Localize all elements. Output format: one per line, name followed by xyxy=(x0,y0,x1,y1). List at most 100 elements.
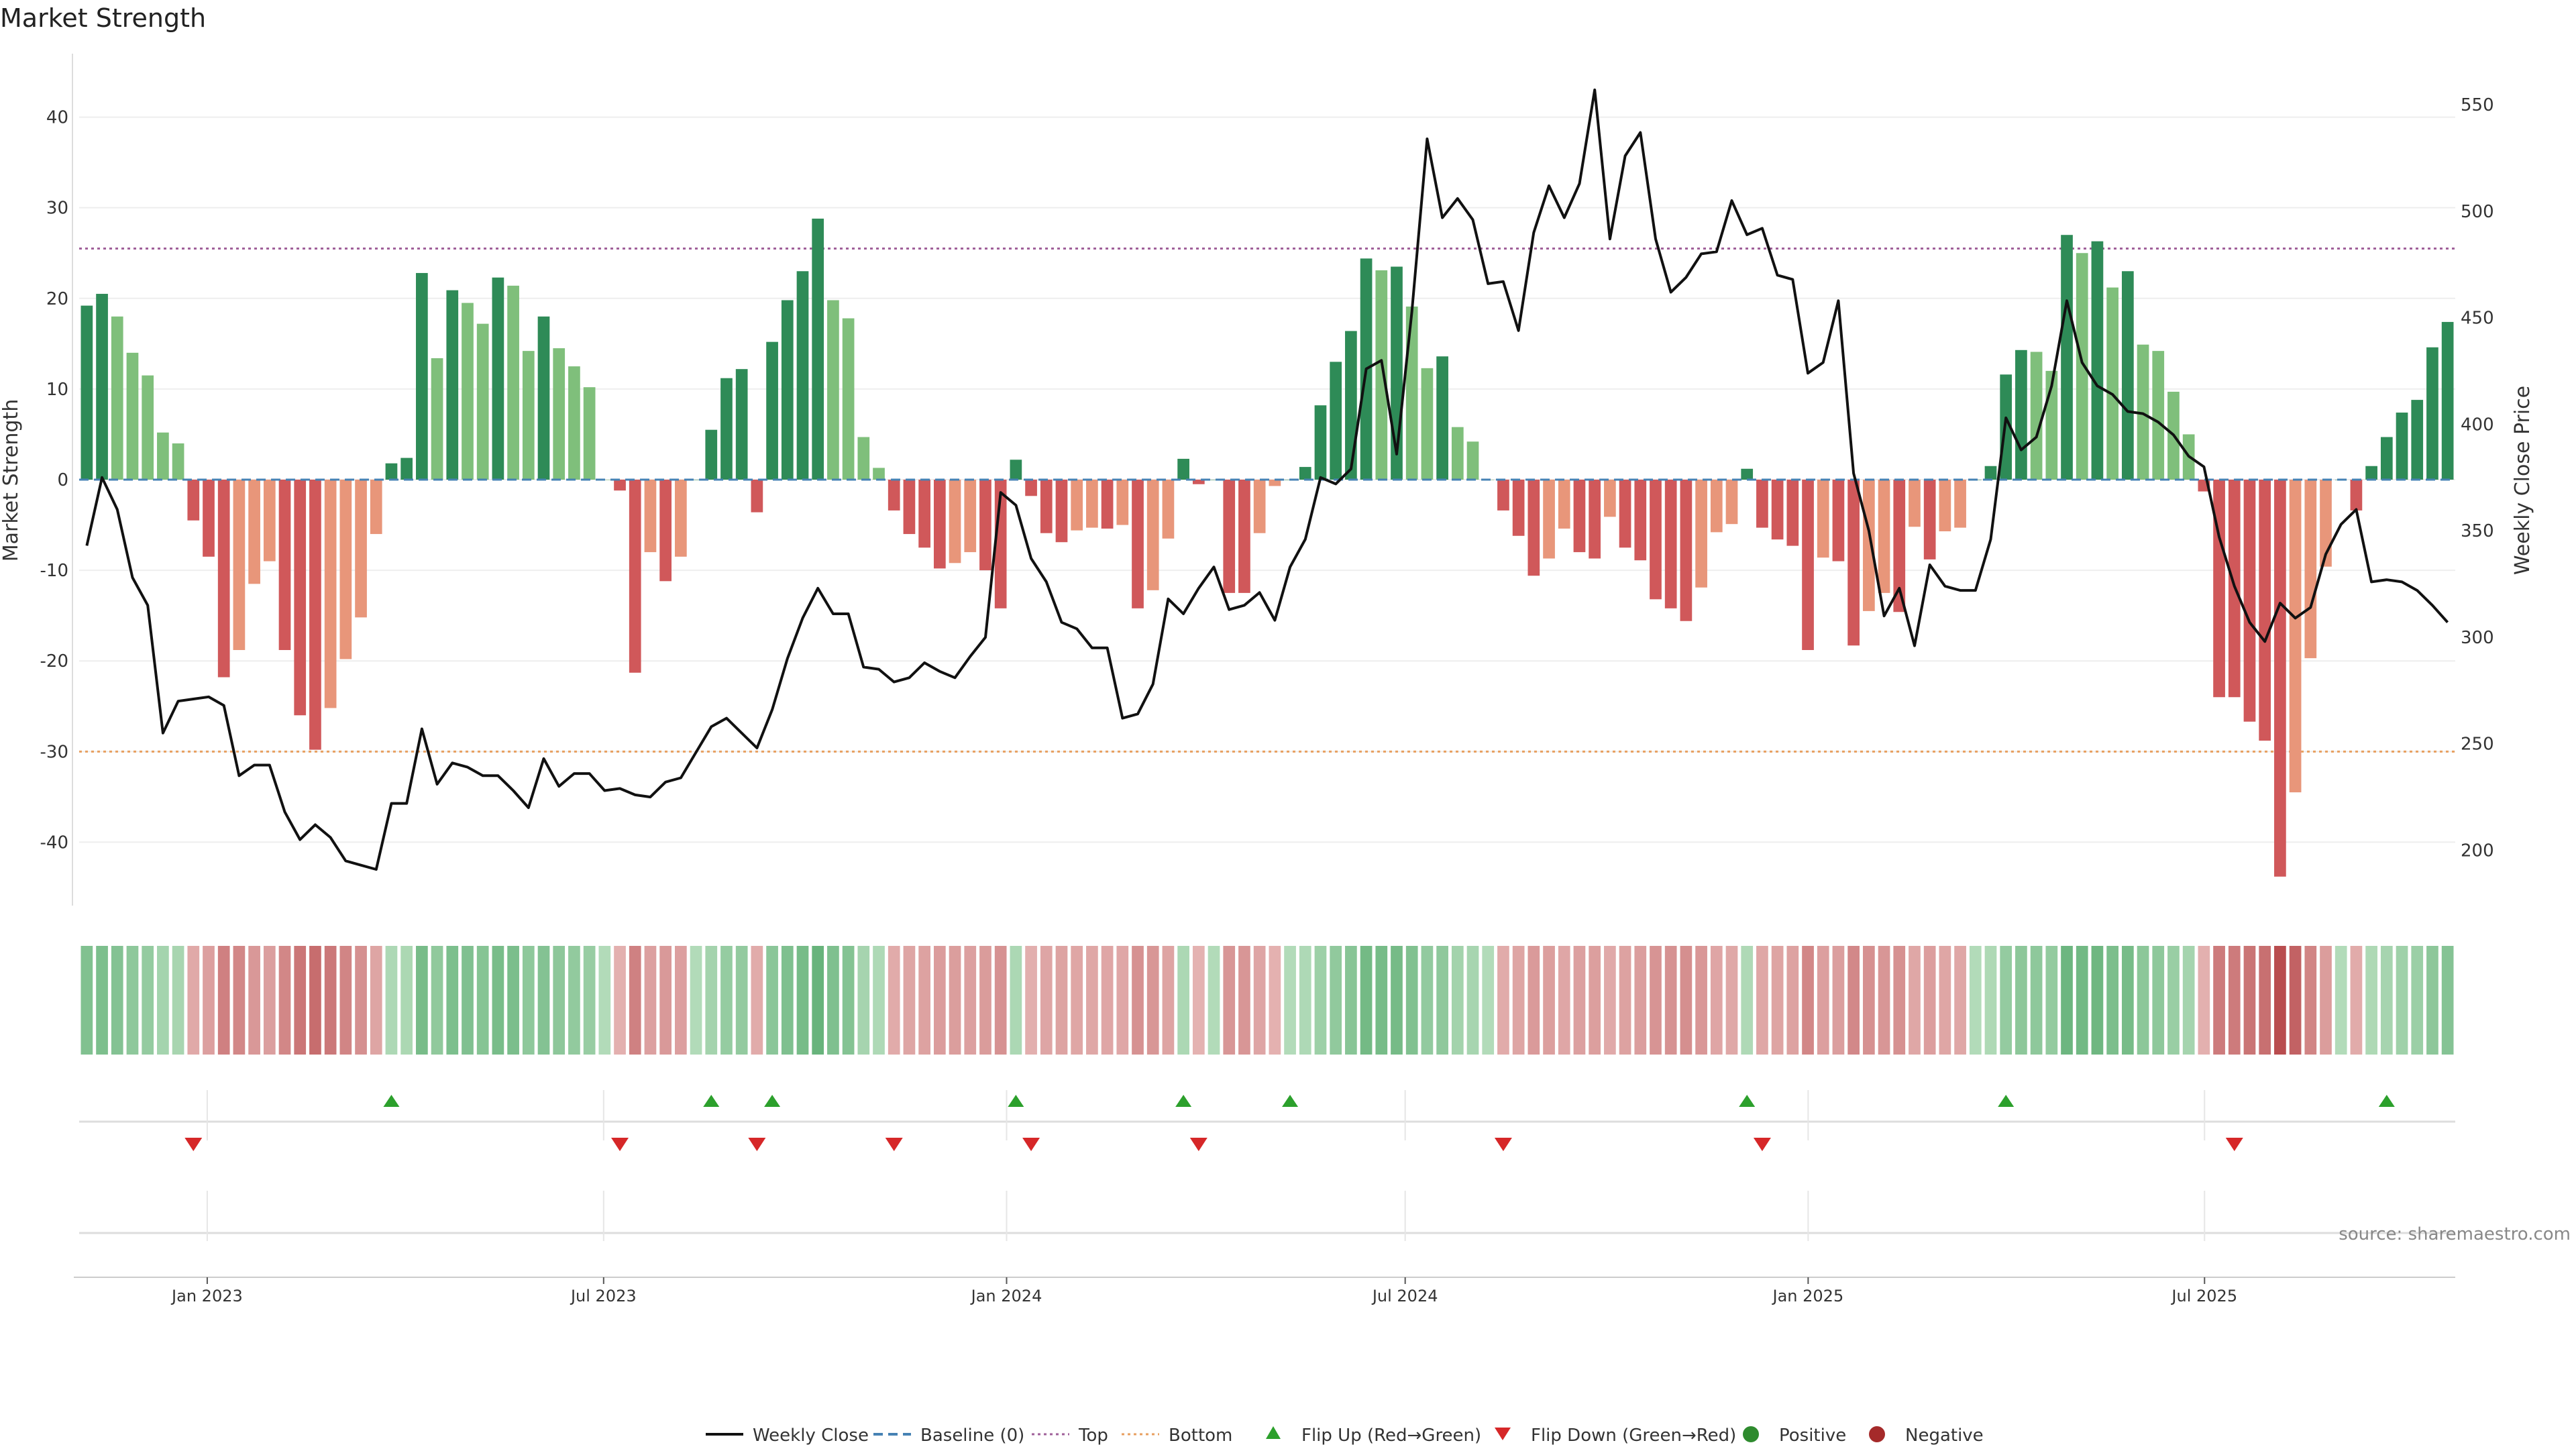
strip-cell xyxy=(431,946,443,1055)
strength-bar xyxy=(1238,480,1250,593)
flip-markers xyxy=(79,1095,2455,1151)
flip-up-marker xyxy=(1008,1095,1024,1107)
strip-cell xyxy=(1086,946,1098,1055)
strip-cell xyxy=(1192,946,1205,1055)
strength-bar xyxy=(294,480,307,716)
strength-bar xyxy=(1847,480,1860,646)
strip-cell xyxy=(1832,946,1845,1055)
strength-bar xyxy=(2289,480,2302,793)
strength-bar xyxy=(873,468,885,480)
strength-bar xyxy=(1771,480,1784,540)
strength-bar xyxy=(187,480,200,521)
strip-cell xyxy=(1939,946,1951,1055)
strip-cell xyxy=(339,946,352,1055)
right-tick-label: 350 xyxy=(2461,521,2494,541)
strip-cell xyxy=(2106,946,2118,1055)
flip-down-marker xyxy=(611,1138,629,1151)
strength-bar xyxy=(2061,235,2073,480)
strip-cell xyxy=(2137,946,2149,1055)
strip-cell xyxy=(964,946,977,1055)
strength-bar xyxy=(522,351,535,480)
strength-bar xyxy=(1664,480,1677,608)
strip-cell xyxy=(1604,946,1616,1055)
strength-bar xyxy=(1086,480,1098,528)
strength-bar xyxy=(2320,480,2332,567)
strength-bars xyxy=(80,218,2454,877)
strength-bar xyxy=(80,305,93,480)
right-axis-label: Weekly Close Price xyxy=(2511,386,2534,575)
strip-cell xyxy=(2441,946,2454,1055)
right-tick-label: 300 xyxy=(2461,628,2494,648)
strip-cell xyxy=(1741,946,1754,1055)
strip-cell xyxy=(796,946,809,1055)
strength-bar xyxy=(1116,480,1129,525)
strip-cell xyxy=(1893,946,1906,1055)
strength-bar xyxy=(1269,480,1281,486)
strength-bar xyxy=(1466,441,1479,480)
strip-cell xyxy=(2274,946,2286,1055)
right-axis-ticks: 200 250 300 350 400 450 500 550 xyxy=(2461,95,2494,861)
strip-cell xyxy=(1482,946,1495,1055)
strength-bar xyxy=(1909,480,1921,527)
strength-bar xyxy=(1101,480,1114,529)
strip-cell xyxy=(949,946,961,1055)
strip-cell xyxy=(1162,946,1175,1055)
strength-bar xyxy=(964,480,977,553)
strip-cell xyxy=(1132,946,1144,1055)
strip-cell xyxy=(1497,946,1509,1055)
strength-bar xyxy=(918,480,930,548)
strip-cell xyxy=(2076,946,2088,1055)
strip-cell xyxy=(2091,946,2104,1055)
strength-bar xyxy=(1832,480,1845,561)
strip-cell xyxy=(2000,946,2012,1055)
strength-bar xyxy=(1162,480,1175,539)
strength-bar xyxy=(1695,480,1707,588)
legend-label: Flip Up (Red→Green) xyxy=(1301,1426,1481,1446)
strength-bar xyxy=(126,352,139,480)
strength-bar xyxy=(96,294,108,480)
strip-cell xyxy=(507,946,519,1055)
strength-bar xyxy=(1146,480,1159,590)
legend-swatch-circle xyxy=(1869,1426,1885,1442)
flip-up-marker xyxy=(703,1095,720,1107)
strength-bar xyxy=(1314,405,1327,480)
strength-bar xyxy=(1558,480,1570,529)
flip-down-marker xyxy=(885,1138,903,1151)
strength-bar xyxy=(2380,437,2393,480)
strength-bar xyxy=(933,480,946,569)
strip-cell xyxy=(1208,946,1220,1055)
strength-bar xyxy=(2441,321,2454,480)
strip-cell xyxy=(1710,946,1723,1055)
strength-bar xyxy=(385,463,398,480)
strip-cell xyxy=(2121,946,2134,1055)
strength-bar xyxy=(263,480,276,561)
strip-cell xyxy=(2182,946,2195,1055)
strength-bar xyxy=(446,290,459,480)
legend-label: Baseline (0) xyxy=(920,1426,1024,1446)
strength-bar xyxy=(2426,347,2438,480)
strip-cell xyxy=(217,946,230,1055)
strength-bar xyxy=(644,480,657,553)
strip-cell xyxy=(2365,946,2377,1055)
strength-bar xyxy=(233,480,246,650)
strip-cell xyxy=(2061,946,2073,1055)
strength-bar xyxy=(370,480,382,535)
right-tick-label: 200 xyxy=(2461,841,2494,861)
flip-up-marker xyxy=(383,1095,400,1107)
strip-cell xyxy=(994,946,1007,1055)
strength-bar xyxy=(1405,306,1418,480)
flip-up-marker xyxy=(1998,1095,2015,1107)
strength-bar xyxy=(1604,480,1616,517)
flip-up-marker xyxy=(764,1095,781,1107)
strip-cell xyxy=(1527,946,1540,1055)
left-tick-label: 10 xyxy=(46,380,68,400)
left-tick-label: -10 xyxy=(40,561,68,581)
strength-bar xyxy=(142,375,154,480)
strength-bar xyxy=(2030,352,2043,480)
strength-bar xyxy=(2106,287,2118,480)
strength-bar xyxy=(1710,480,1723,533)
strength-bar xyxy=(583,387,596,480)
strength-bar xyxy=(1497,480,1509,511)
strength-bar xyxy=(492,277,504,480)
